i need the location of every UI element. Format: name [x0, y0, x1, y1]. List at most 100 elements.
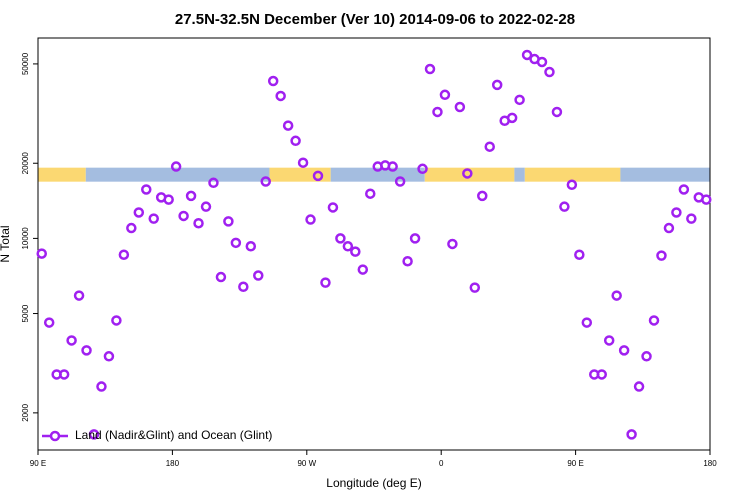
data-point [185, 190, 197, 202]
plot-frame [37, 37, 711, 451]
data-point [514, 94, 525, 106]
data-point [215, 271, 227, 283]
data-point [491, 79, 503, 91]
x-tick-label: 180 [166, 459, 180, 468]
data-point [357, 264, 369, 275]
data-point [566, 179, 578, 191]
data-point [477, 190, 488, 202]
data-point [484, 141, 495, 152]
data-point [312, 170, 324, 182]
data-point [342, 241, 354, 252]
data-point [73, 290, 85, 301]
data-point [260, 176, 271, 187]
data-point [678, 184, 690, 195]
data-point [253, 270, 264, 281]
data-point [611, 290, 622, 301]
data-point [163, 194, 174, 205]
x-tick-label: 0 [439, 459, 444, 468]
data-point [626, 429, 637, 440]
data-point [148, 213, 159, 224]
data-point [245, 241, 257, 252]
data-point [290, 135, 301, 147]
data-point [133, 207, 145, 218]
band-segment [524, 167, 621, 182]
data-point [618, 345, 630, 356]
data-point [305, 214, 316, 225]
data-point [551, 106, 563, 118]
data-point [66, 335, 77, 346]
data-point [43, 317, 55, 328]
data-point [536, 56, 548, 68]
data-point [141, 184, 152, 195]
data-point [327, 202, 339, 213]
data-point [596, 369, 607, 380]
band-segment [514, 167, 525, 182]
data-point [648, 315, 660, 326]
y-tick-label: 50000 [21, 52, 30, 75]
data-point [394, 176, 406, 187]
data-point [223, 216, 234, 227]
data-point [574, 249, 585, 260]
chart-title: 27.5N-32.5N December (Ver 10) 2014-09-06… [175, 11, 575, 28]
data-point [36, 248, 47, 259]
x-tick-label: 90 E [30, 459, 46, 468]
data-point [230, 237, 242, 249]
data-point [88, 429, 100, 440]
band-segment [38, 167, 86, 182]
data-point [469, 282, 481, 293]
data-point [409, 233, 421, 244]
data-point [387, 161, 398, 172]
data-point [335, 233, 346, 244]
band-segment [620, 167, 710, 182]
data-point [462, 168, 473, 179]
data-point [686, 213, 697, 224]
data-point [663, 222, 675, 234]
data-point [282, 120, 294, 131]
data-point [454, 101, 466, 113]
data-point [103, 351, 115, 362]
data-point [178, 210, 189, 222]
data-point [506, 112, 518, 124]
data-point [238, 281, 249, 293]
data-point [267, 75, 279, 87]
y-tick-label: 10000 [21, 227, 30, 250]
x-tick-label: 180 [703, 459, 717, 468]
legend-label: Land (Nadir&Glint) and Ocean (Glint) [75, 428, 272, 442]
band-segment [424, 167, 515, 182]
data-point [521, 49, 533, 61]
data-point [200, 201, 212, 212]
data-point [402, 255, 413, 267]
data-point [96, 381, 107, 392]
data-point [365, 188, 376, 199]
data-point [126, 222, 137, 234]
data-point [671, 207, 682, 218]
data-point [432, 106, 443, 118]
y-axis-label: N Total [0, 225, 12, 262]
data-point [297, 157, 309, 168]
data-point [208, 177, 219, 189]
x-tick-label: 90 E [567, 459, 583, 468]
data-point [439, 89, 451, 101]
data-point [603, 335, 615, 346]
y-tick-label: 20000 [21, 152, 30, 175]
band-segment [85, 167, 270, 182]
data-point [320, 277, 331, 288]
data-point [111, 315, 122, 326]
y-tick-label: 2000 [21, 403, 30, 421]
data-point [81, 345, 92, 356]
data-point [447, 238, 458, 250]
x-axis-label: Longitude (deg E) [326, 476, 421, 490]
legend-marker [49, 430, 61, 442]
data-point [170, 161, 182, 172]
data-point [424, 63, 436, 75]
data-point [350, 246, 361, 257]
data-point [701, 194, 712, 205]
data-point [581, 317, 593, 328]
data-point [633, 381, 645, 392]
y-tick-label: 5000 [21, 304, 30, 322]
data-point [417, 163, 428, 175]
data-point [559, 201, 570, 212]
data-point [275, 90, 286, 102]
data-point [193, 217, 204, 229]
